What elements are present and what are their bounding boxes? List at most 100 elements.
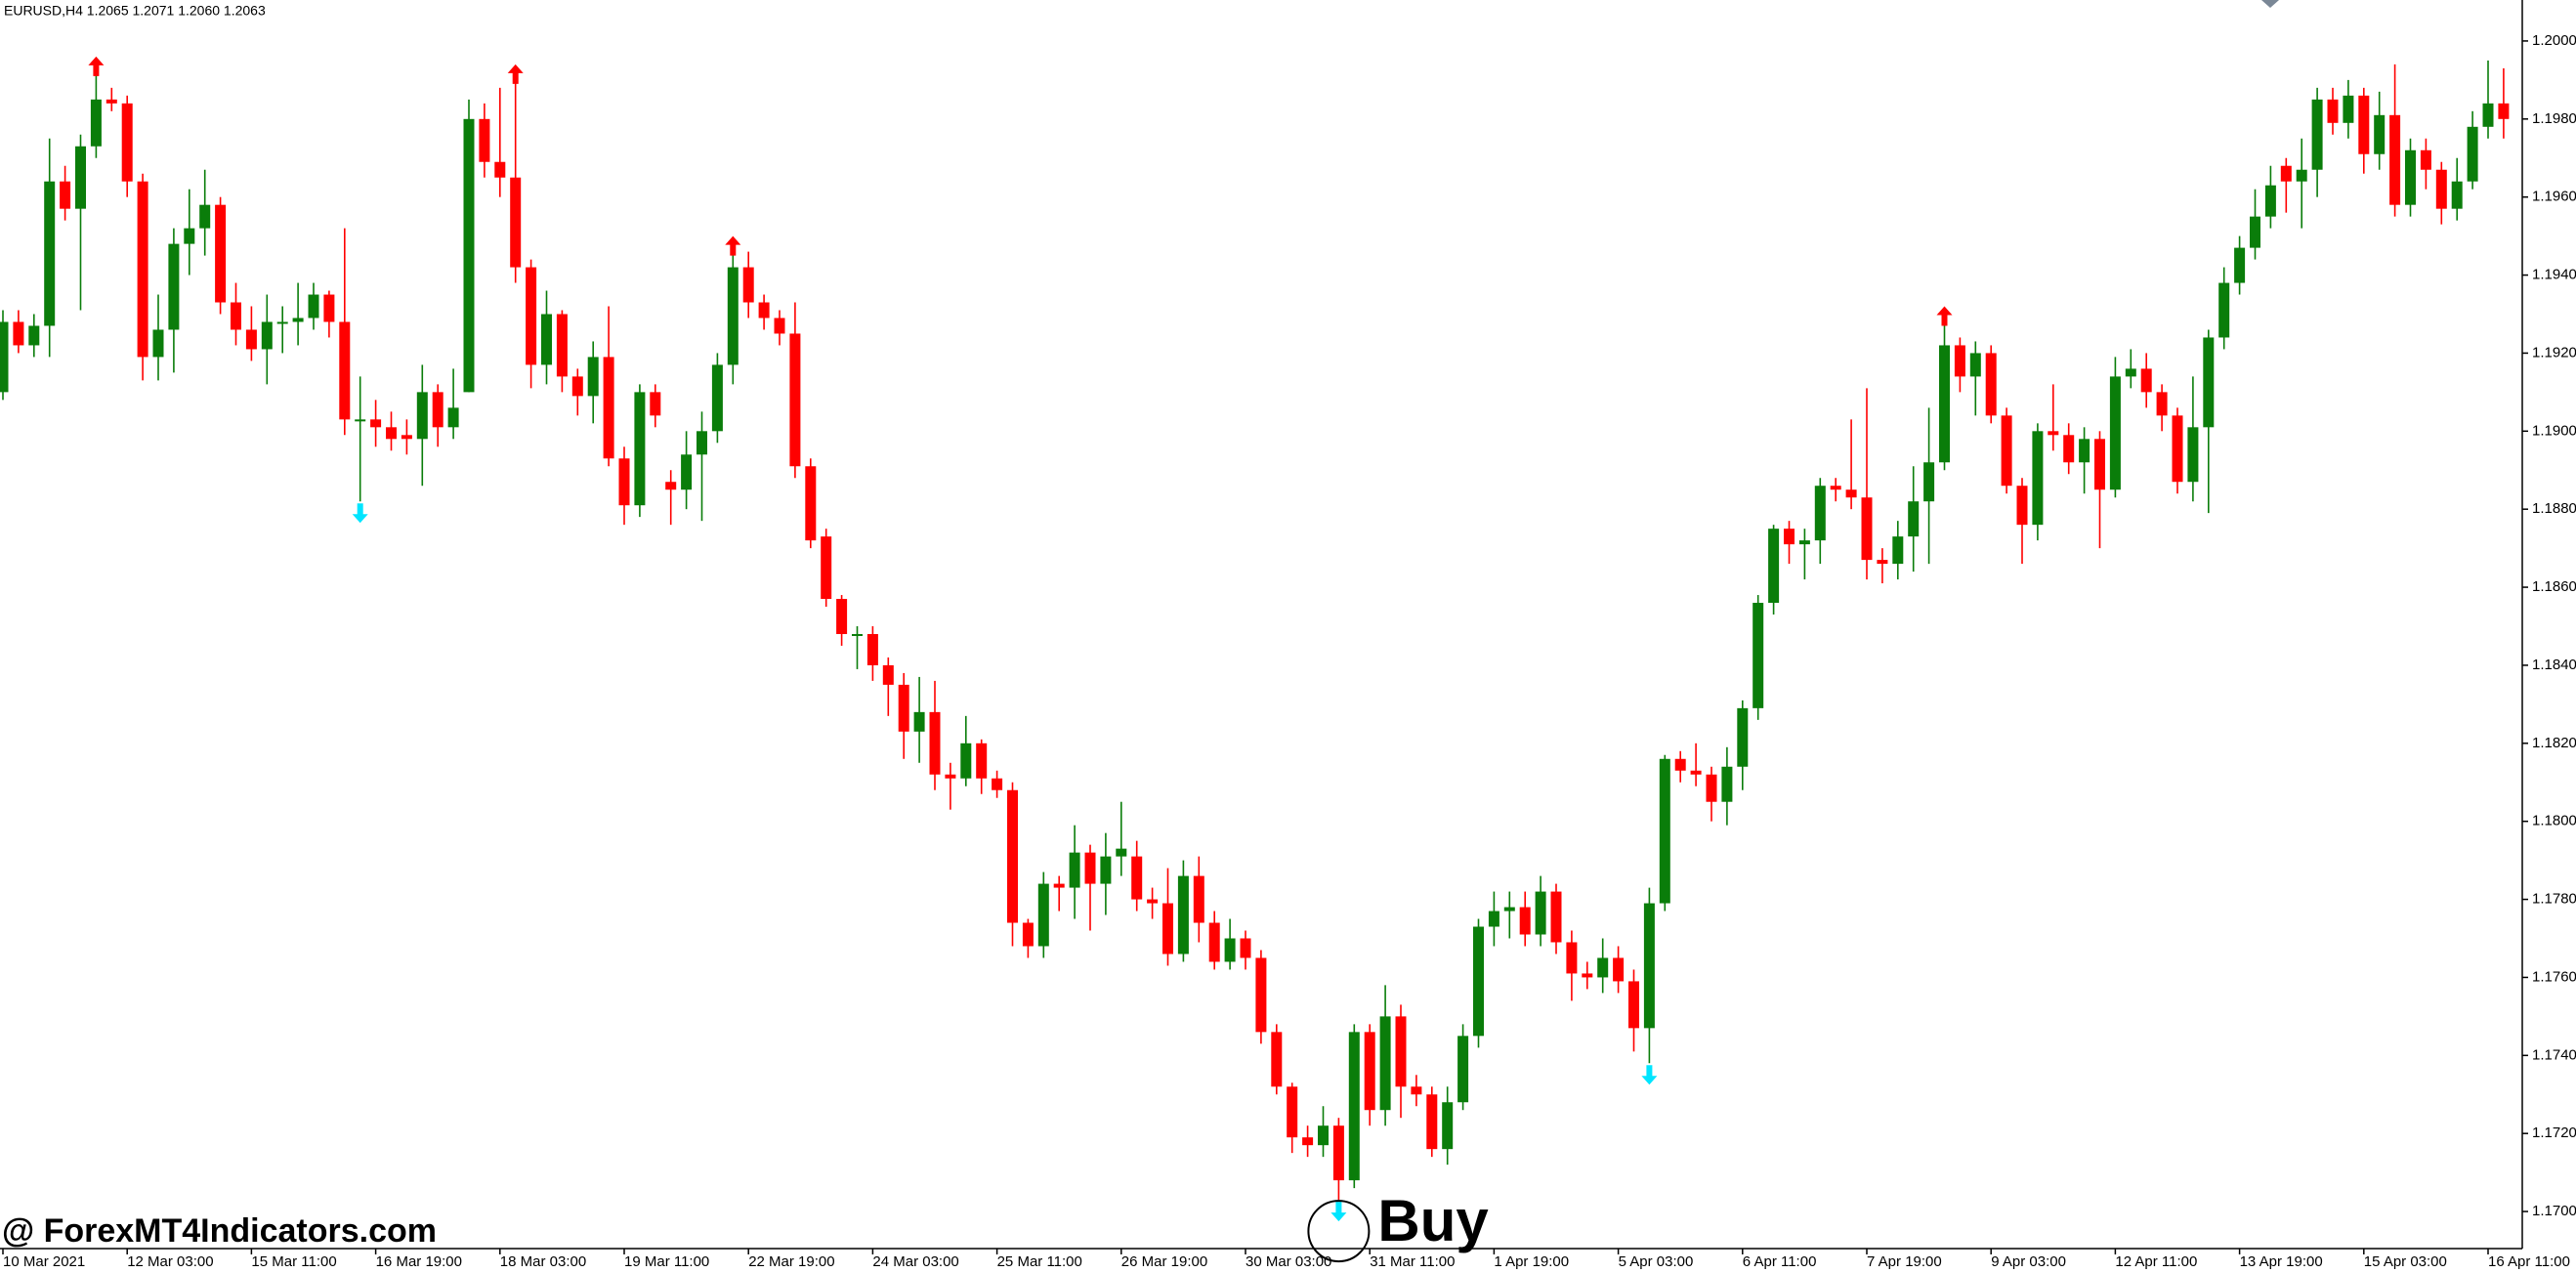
x-tick-label: 1 Apr 19:00 xyxy=(1494,1253,1569,1270)
candle-body xyxy=(1969,353,1981,377)
candle-body xyxy=(2420,149,2431,170)
candle-body xyxy=(805,466,817,541)
candle-body xyxy=(1768,529,1780,604)
candle-body xyxy=(1100,856,1112,884)
candle-body xyxy=(2343,95,2354,123)
candle-body xyxy=(1053,883,1065,888)
buy-label: Buy xyxy=(1377,1188,1489,1253)
candle-body xyxy=(1332,1125,1344,1181)
candle-body xyxy=(2451,181,2463,209)
candle-body xyxy=(2374,114,2386,154)
x-tick-label: 31 Mar 11:00 xyxy=(1370,1253,1455,1270)
x-tick-label: 9 Apr 03:00 xyxy=(1991,1253,2066,1270)
candle-body xyxy=(836,599,848,634)
chart-shift-marker xyxy=(2261,0,2279,8)
x-tick-label: 30 Mar 03:00 xyxy=(1246,1253,1331,1270)
candle-body xyxy=(789,333,801,467)
x-tick-label: 19 Mar 11:00 xyxy=(624,1253,709,1270)
candle-body xyxy=(168,243,180,330)
y-tick-label: 1.1900 xyxy=(2532,422,2576,439)
candle-body xyxy=(261,321,273,350)
candle-body xyxy=(1861,497,1873,561)
candle-body xyxy=(2280,165,2292,182)
candle-body xyxy=(1690,770,1702,775)
x-tick-label: 26 Mar 19:00 xyxy=(1121,1253,1207,1270)
candle-body xyxy=(1240,938,1251,958)
candle-body xyxy=(2187,427,2199,483)
buy-circle xyxy=(1307,1200,1371,1263)
candle-body xyxy=(727,267,739,365)
candle-body xyxy=(1271,1032,1283,1087)
x-tick-label: 16 Mar 19:00 xyxy=(376,1253,462,1270)
candle-body xyxy=(2327,99,2339,123)
candle-body xyxy=(898,684,909,732)
candle-body xyxy=(2063,435,2075,463)
candle-body xyxy=(650,392,661,416)
x-tick-label: 25 Mar 11:00 xyxy=(997,1253,1082,1270)
candle-body xyxy=(618,458,630,506)
candle-body xyxy=(1116,848,1127,857)
candle-body xyxy=(0,321,9,393)
candle-body xyxy=(882,664,894,685)
candle-body xyxy=(1659,758,1670,904)
candle-body xyxy=(510,177,522,268)
candle-body xyxy=(976,743,988,779)
candle-body xyxy=(75,146,86,209)
candle-body xyxy=(1084,852,1096,884)
candle-body xyxy=(1287,1086,1298,1138)
candle-body xyxy=(2172,415,2183,483)
candle-body xyxy=(1706,774,1717,802)
candle-body xyxy=(2156,392,2168,416)
candle-body xyxy=(758,302,770,318)
y-tick-label: 1.2000 xyxy=(2532,32,2576,49)
candle-body xyxy=(323,294,335,322)
y-tick-label: 1.1880 xyxy=(2532,500,2576,517)
buy-arrow xyxy=(352,503,368,524)
candle-body xyxy=(1674,758,1686,771)
candle-body xyxy=(2264,185,2276,217)
candle-body xyxy=(447,407,459,428)
candle-body xyxy=(1877,560,1888,565)
candle-body xyxy=(215,204,227,303)
candle-body xyxy=(742,267,754,303)
candle-body xyxy=(2032,431,2044,526)
chart-header: EURUSD,H4 1.2065 1.2071 1.2060 1.2063 xyxy=(4,3,266,19)
y-tick-label: 1.1740 xyxy=(2532,1046,2576,1063)
candle-body xyxy=(1519,907,1531,935)
candle-body xyxy=(2405,149,2416,205)
candle-body xyxy=(2358,95,2370,154)
y-tick-label: 1.1920 xyxy=(2532,344,2576,361)
candle-body xyxy=(1208,922,1220,962)
candle-body xyxy=(1069,852,1080,888)
candle-body xyxy=(416,392,428,440)
candle-body xyxy=(2435,169,2447,209)
candle-body xyxy=(1022,922,1034,947)
candle-body xyxy=(401,435,412,440)
candle-body xyxy=(245,329,257,350)
candle-body xyxy=(1939,345,1950,463)
candle-body xyxy=(2140,368,2152,393)
y-tick-label: 1.1840 xyxy=(2532,657,2576,673)
candle-body xyxy=(1426,1094,1438,1150)
candle-body xyxy=(1814,486,1826,541)
candle-body xyxy=(1535,891,1546,935)
y-tick-label: 1.1820 xyxy=(2532,735,2576,751)
y-tick-label: 1.1760 xyxy=(2532,968,2576,985)
candle-body xyxy=(2203,337,2215,428)
candle-body xyxy=(276,321,288,324)
candle-body xyxy=(1923,462,1935,502)
candle-body xyxy=(634,392,646,506)
candle-body xyxy=(1798,540,1810,545)
candle-body xyxy=(852,633,863,636)
candle-body xyxy=(106,99,117,104)
candle-body xyxy=(866,633,878,665)
candle-body xyxy=(2296,169,2307,182)
y-tick-label: 1.1940 xyxy=(2532,267,2576,283)
candle-body xyxy=(1503,907,1515,912)
candle-body xyxy=(13,321,24,346)
candle-body xyxy=(184,228,195,244)
candle-body xyxy=(1550,891,1562,943)
x-tick-label: 6 Apr 11:00 xyxy=(1743,1253,1817,1270)
